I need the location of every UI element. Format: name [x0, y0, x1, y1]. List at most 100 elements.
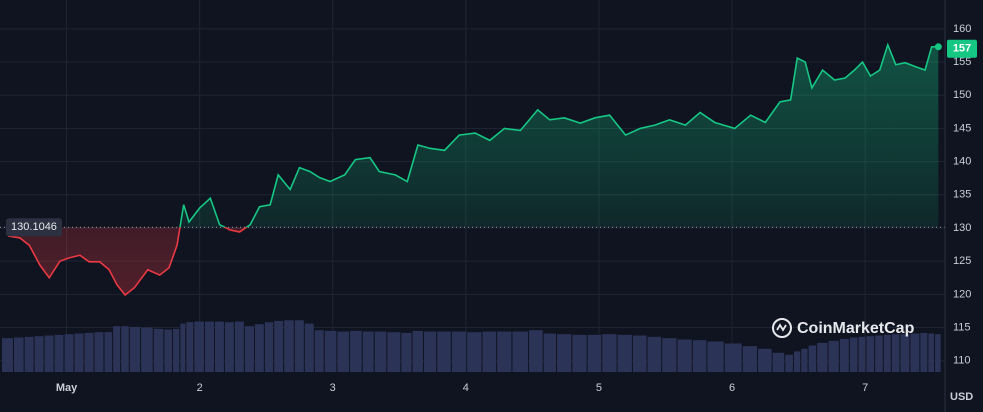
baseline-label: 130.1046: [11, 221, 57, 233]
volume-bar: [1, 338, 13, 372]
volume-bar: [817, 342, 828, 372]
volume-bar: [632, 335, 647, 372]
volume-bar: [374, 331, 387, 372]
volume-bar: [324, 330, 337, 372]
volume-bar: [423, 331, 437, 372]
volume-bar: [866, 336, 875, 372]
volume-bar: [362, 331, 374, 372]
volume-bar: [224, 322, 234, 372]
volume-bar: [935, 334, 941, 372]
last-price-label: 157: [953, 43, 971, 55]
volume-bar: [742, 346, 757, 372]
volume-bar: [692, 340, 707, 372]
volume-bar: [467, 332, 482, 372]
volume-bar: [204, 321, 214, 372]
volume-bar: [920, 332, 928, 372]
volume-bar: [828, 340, 839, 372]
volume-bar: [54, 334, 64, 372]
y-tick-label: 110: [953, 355, 971, 367]
watermark-text: CoinMarketCap: [797, 320, 915, 337]
volume-bar: [529, 330, 543, 372]
volume-bar: [104, 332, 113, 372]
volume-bar: [928, 333, 935, 372]
volume-bar: [164, 329, 173, 372]
volume-bar: [801, 348, 808, 372]
volume-bar: [121, 326, 129, 372]
volume-bar: [662, 338, 677, 372]
volume-bar: [153, 328, 164, 372]
volume-bar: [13, 337, 24, 372]
volume-bar: [497, 331, 512, 372]
volume-bar: [173, 328, 180, 372]
area-down: [7, 227, 247, 296]
y-tick-label: 115: [953, 321, 971, 333]
volume-bar: [74, 333, 84, 372]
currency-label: USD: [950, 391, 973, 403]
area-up: [7, 44, 939, 228]
volume-bar: [677, 339, 692, 372]
volume-bar: [412, 330, 423, 372]
last-point: [934, 43, 942, 51]
y-tick-label: 160: [953, 23, 971, 35]
volume-bar: [543, 333, 557, 372]
volume-bar: [858, 336, 866, 372]
volume-bar: [757, 348, 772, 372]
baseline-label-bg: [6, 218, 62, 237]
y-tick-label: 145: [953, 122, 971, 134]
volume-bar: [849, 337, 858, 372]
volume-bar: [113, 326, 121, 372]
volume-bar: [724, 343, 742, 372]
volume-bar: [793, 351, 801, 372]
volume-bar: [707, 341, 724, 372]
volume-bar: [180, 323, 186, 372]
volume-bar: [234, 321, 244, 372]
x-tick-label: 5: [596, 382, 602, 394]
y-tick-label: 125: [953, 255, 971, 267]
volume-bar: [350, 330, 362, 372]
volume-bar: [214, 321, 224, 372]
watermark: CoinMarketCap: [772, 318, 915, 338]
y-tick-label: 130: [953, 222, 971, 234]
volume-bar: [587, 334, 602, 372]
x-tick-label: 7: [862, 382, 868, 394]
x-tick-label: 3: [330, 382, 336, 394]
volume-bar: [141, 327, 153, 372]
volume-bar: [274, 320, 284, 372]
volume-bar: [772, 352, 785, 372]
x-tick-label: 2: [197, 382, 203, 394]
volume-bar: [129, 326, 141, 372]
volume-bar: [294, 320, 304, 372]
last-price-bg: [947, 39, 977, 58]
volume-bar: [602, 334, 617, 372]
volume-bar: [891, 334, 900, 372]
volume-bar: [617, 334, 632, 372]
y-tick-label: 155: [953, 56, 971, 68]
volume-bar: [284, 320, 294, 372]
volume-bar: [186, 322, 194, 372]
volume-bar: [482, 331, 497, 372]
x-tick-label: 6: [729, 382, 735, 394]
volume-bar: [647, 336, 662, 372]
volume-bar: [244, 326, 254, 372]
volume-bar: [304, 323, 314, 372]
volume-bar: [808, 345, 817, 372]
volume-bar: [557, 334, 572, 372]
volume-bar: [194, 321, 204, 372]
volume-bar: [24, 336, 34, 372]
volume-bar: [572, 334, 587, 372]
volume-bar: [900, 334, 910, 372]
volume-bar: [84, 332, 94, 372]
volume-bar: [839, 338, 849, 372]
volume-bar: [34, 336, 44, 372]
volume-bar: [64, 334, 74, 372]
y-tick-label: 150: [953, 89, 971, 101]
y-tick-label: 140: [953, 156, 971, 168]
x-tick-label: 4: [463, 382, 469, 394]
volume-bar: [910, 333, 920, 372]
x-tick-label: May: [56, 382, 78, 394]
volume-bar: [437, 331, 451, 372]
volume-bar: [337, 331, 350, 372]
volume-bar: [264, 322, 274, 372]
volume-bar: [512, 331, 529, 372]
